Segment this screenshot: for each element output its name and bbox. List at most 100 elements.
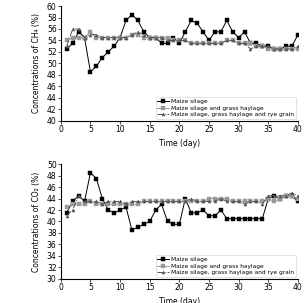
Maize silage and grass haylage: [255, 44, 258, 48]
Maize silage, grass haylage and rye grain: [278, 47, 282, 51]
Maize silage, grass haylage and rye grain: [71, 27, 74, 31]
Maize silage and grass haylage: [142, 36, 146, 39]
Maize silage and grass haylage: [225, 38, 229, 42]
Maize silage, grass haylage and rye grain: [89, 33, 92, 37]
Maize silage and grass haylage: [112, 36, 116, 39]
Maize silage: [225, 18, 229, 22]
Maize silage, grass haylage and rye grain: [225, 38, 229, 42]
Maize silage: [124, 18, 128, 22]
Maize silage: [148, 220, 152, 223]
Maize silage and grass haylage: [278, 47, 282, 51]
Maize silage, grass haylage and rye grain: [124, 36, 128, 39]
Maize silage and grass haylage: [207, 42, 211, 45]
Line: Maize silage: Maize silage: [65, 13, 299, 73]
Maize silage: [83, 200, 86, 203]
Maize silage and grass haylage: [184, 200, 187, 203]
Maize silage, grass haylage and rye grain: [95, 33, 98, 37]
Maize silage: [136, 18, 140, 22]
Maize silage: [219, 30, 223, 34]
Maize silage, grass haylage and rye grain: [237, 200, 240, 203]
Maize silage and grass haylage: [71, 36, 74, 39]
Maize silage and grass haylage: [290, 194, 294, 198]
Maize silage and grass haylage: [243, 42, 247, 45]
Maize silage: [290, 194, 294, 198]
Maize silage and grass haylage: [89, 30, 92, 34]
Maize silage and grass haylage: [101, 202, 104, 206]
Maize silage and grass haylage: [249, 200, 252, 203]
Maize silage, grass haylage and rye grain: [231, 200, 235, 203]
Maize silage: [213, 214, 217, 218]
Maize silage: [154, 36, 157, 39]
Maize silage: [296, 200, 300, 203]
Maize silage: [201, 208, 205, 212]
Maize silage and grass haylage: [231, 200, 235, 203]
Maize silage: [189, 211, 193, 215]
Maize silage, grass haylage and rye grain: [237, 42, 240, 45]
Maize silage: [124, 205, 128, 209]
Maize silage and grass haylage: [266, 47, 270, 51]
Maize silage and grass haylage: [106, 202, 110, 206]
Maize silage, grass haylage and rye grain: [166, 38, 169, 42]
Maize silage, grass haylage and rye grain: [243, 202, 247, 206]
Maize silage: [201, 30, 205, 34]
Maize silage and grass haylage: [195, 42, 199, 45]
Maize silage, grass haylage and rye grain: [171, 38, 175, 42]
Maize silage and grass haylage: [148, 200, 152, 203]
Maize silage: [130, 13, 134, 16]
Maize silage, grass haylage and rye grain: [290, 47, 294, 51]
Maize silage and grass haylage: [83, 36, 86, 39]
Maize silage: [112, 211, 116, 215]
Maize silage: [71, 42, 74, 45]
Maize silage, grass haylage and rye grain: [71, 208, 74, 212]
Maize silage: [296, 33, 300, 37]
Maize silage, grass haylage and rye grain: [195, 42, 199, 45]
Maize silage and grass haylage: [266, 197, 270, 200]
Maize silage: [166, 42, 169, 45]
Maize silage and grass haylage: [112, 202, 116, 206]
Maize silage, grass haylage and rye grain: [266, 194, 270, 198]
Maize silage: [272, 47, 276, 51]
Maize silage and grass haylage: [148, 36, 152, 39]
Maize silage: [118, 36, 122, 39]
Maize silage: [148, 36, 152, 39]
Maize silage, grass haylage and rye grain: [213, 200, 217, 203]
Maize silage: [243, 217, 247, 220]
Maize silage: [136, 225, 140, 229]
Maize silage, grass haylage and rye grain: [278, 194, 282, 198]
Maize silage and grass haylage: [255, 200, 258, 203]
Maize silage and grass haylage: [201, 200, 205, 203]
Maize silage, grass haylage and rye grain: [284, 194, 288, 198]
Maize silage: [178, 222, 181, 226]
Line: Maize silage, grass haylage and rye grain: Maize silage, grass haylage and rye grai…: [65, 28, 299, 51]
Maize silage and grass haylage: [296, 197, 300, 200]
Maize silage, grass haylage and rye grain: [65, 44, 69, 48]
Maize silage: [231, 217, 235, 220]
Maize silage: [95, 177, 98, 180]
X-axis label: Time (day): Time (day): [159, 298, 200, 303]
Maize silage, grass haylage and rye grain: [160, 200, 164, 203]
Maize silage and grass haylage: [189, 42, 193, 45]
Maize silage: [160, 42, 164, 45]
Maize silage: [184, 197, 187, 200]
Maize silage: [166, 220, 169, 223]
Maize silage, grass haylage and rye grain: [112, 36, 116, 39]
Maize silage, grass haylage and rye grain: [136, 30, 140, 34]
Maize silage, grass haylage and rye grain: [77, 27, 80, 31]
Maize silage, grass haylage and rye grain: [284, 47, 288, 51]
Maize silage: [278, 47, 282, 51]
Maize silage and grass haylage: [89, 200, 92, 203]
Maize silage: [160, 202, 164, 206]
Maize silage and grass haylage: [213, 197, 217, 200]
Maize silage and grass haylage: [95, 36, 98, 39]
Maize silage, grass haylage and rye grain: [296, 44, 300, 48]
Maize silage, grass haylage and rye grain: [160, 36, 164, 39]
Maize silage: [284, 44, 288, 48]
Maize silage, grass haylage and rye grain: [142, 33, 146, 37]
Maize silage, grass haylage and rye grain: [148, 200, 152, 203]
Maize silage, grass haylage and rye grain: [118, 200, 122, 203]
Maize silage and grass haylage: [261, 200, 264, 203]
Maize silage: [237, 36, 240, 39]
Maize silage: [171, 36, 175, 39]
Maize silage: [189, 18, 193, 22]
Maize silage: [101, 197, 104, 200]
